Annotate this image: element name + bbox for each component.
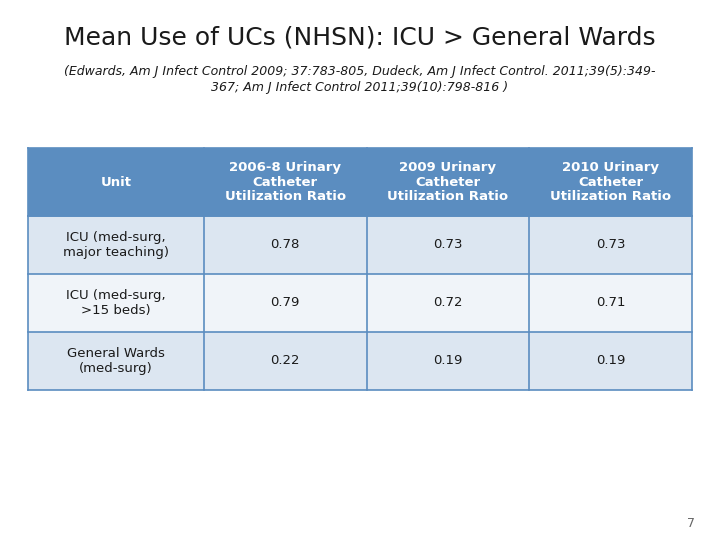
Text: 0.72: 0.72 (433, 296, 463, 309)
Text: 0.73: 0.73 (433, 239, 463, 252)
Text: General Wards
(med-surg): General Wards (med-surg) (67, 347, 165, 375)
Text: 367; Am J Infect Control 2011;39(10):798-816 ): 367; Am J Infect Control 2011;39(10):798… (212, 82, 508, 94)
Text: 0.19: 0.19 (433, 354, 463, 368)
Text: ICU (med-surg,
>15 beds): ICU (med-surg, >15 beds) (66, 289, 166, 317)
Text: 0.78: 0.78 (271, 239, 300, 252)
Text: 0.71: 0.71 (596, 296, 626, 309)
Text: 7: 7 (687, 517, 695, 530)
Text: 0.73: 0.73 (596, 239, 626, 252)
Text: Unit: Unit (101, 176, 132, 188)
Text: 2006-8 Urinary
Catheter
Utilization Ratio: 2006-8 Urinary Catheter Utilization Rati… (225, 160, 346, 204)
Text: ICU (med-surg,
major teaching): ICU (med-surg, major teaching) (63, 231, 169, 259)
Text: 2010 Urinary
Catheter
Utilization Ratio: 2010 Urinary Catheter Utilization Ratio (550, 160, 671, 204)
Text: 0.19: 0.19 (596, 354, 626, 368)
Text: 0.79: 0.79 (271, 296, 300, 309)
Text: 0.22: 0.22 (271, 354, 300, 368)
Text: Mean Use of UCs (NHSN): ICU > General Wards: Mean Use of UCs (NHSN): ICU > General Wa… (64, 26, 656, 50)
Text: 2009 Urinary
Catheter
Utilization Ratio: 2009 Urinary Catheter Utilization Ratio (387, 160, 508, 204)
Text: (Edwards, Am J Infect Control 2009; 37:783-805, Dudeck, Am J Infect Control. 201: (Edwards, Am J Infect Control 2009; 37:7… (64, 65, 656, 78)
